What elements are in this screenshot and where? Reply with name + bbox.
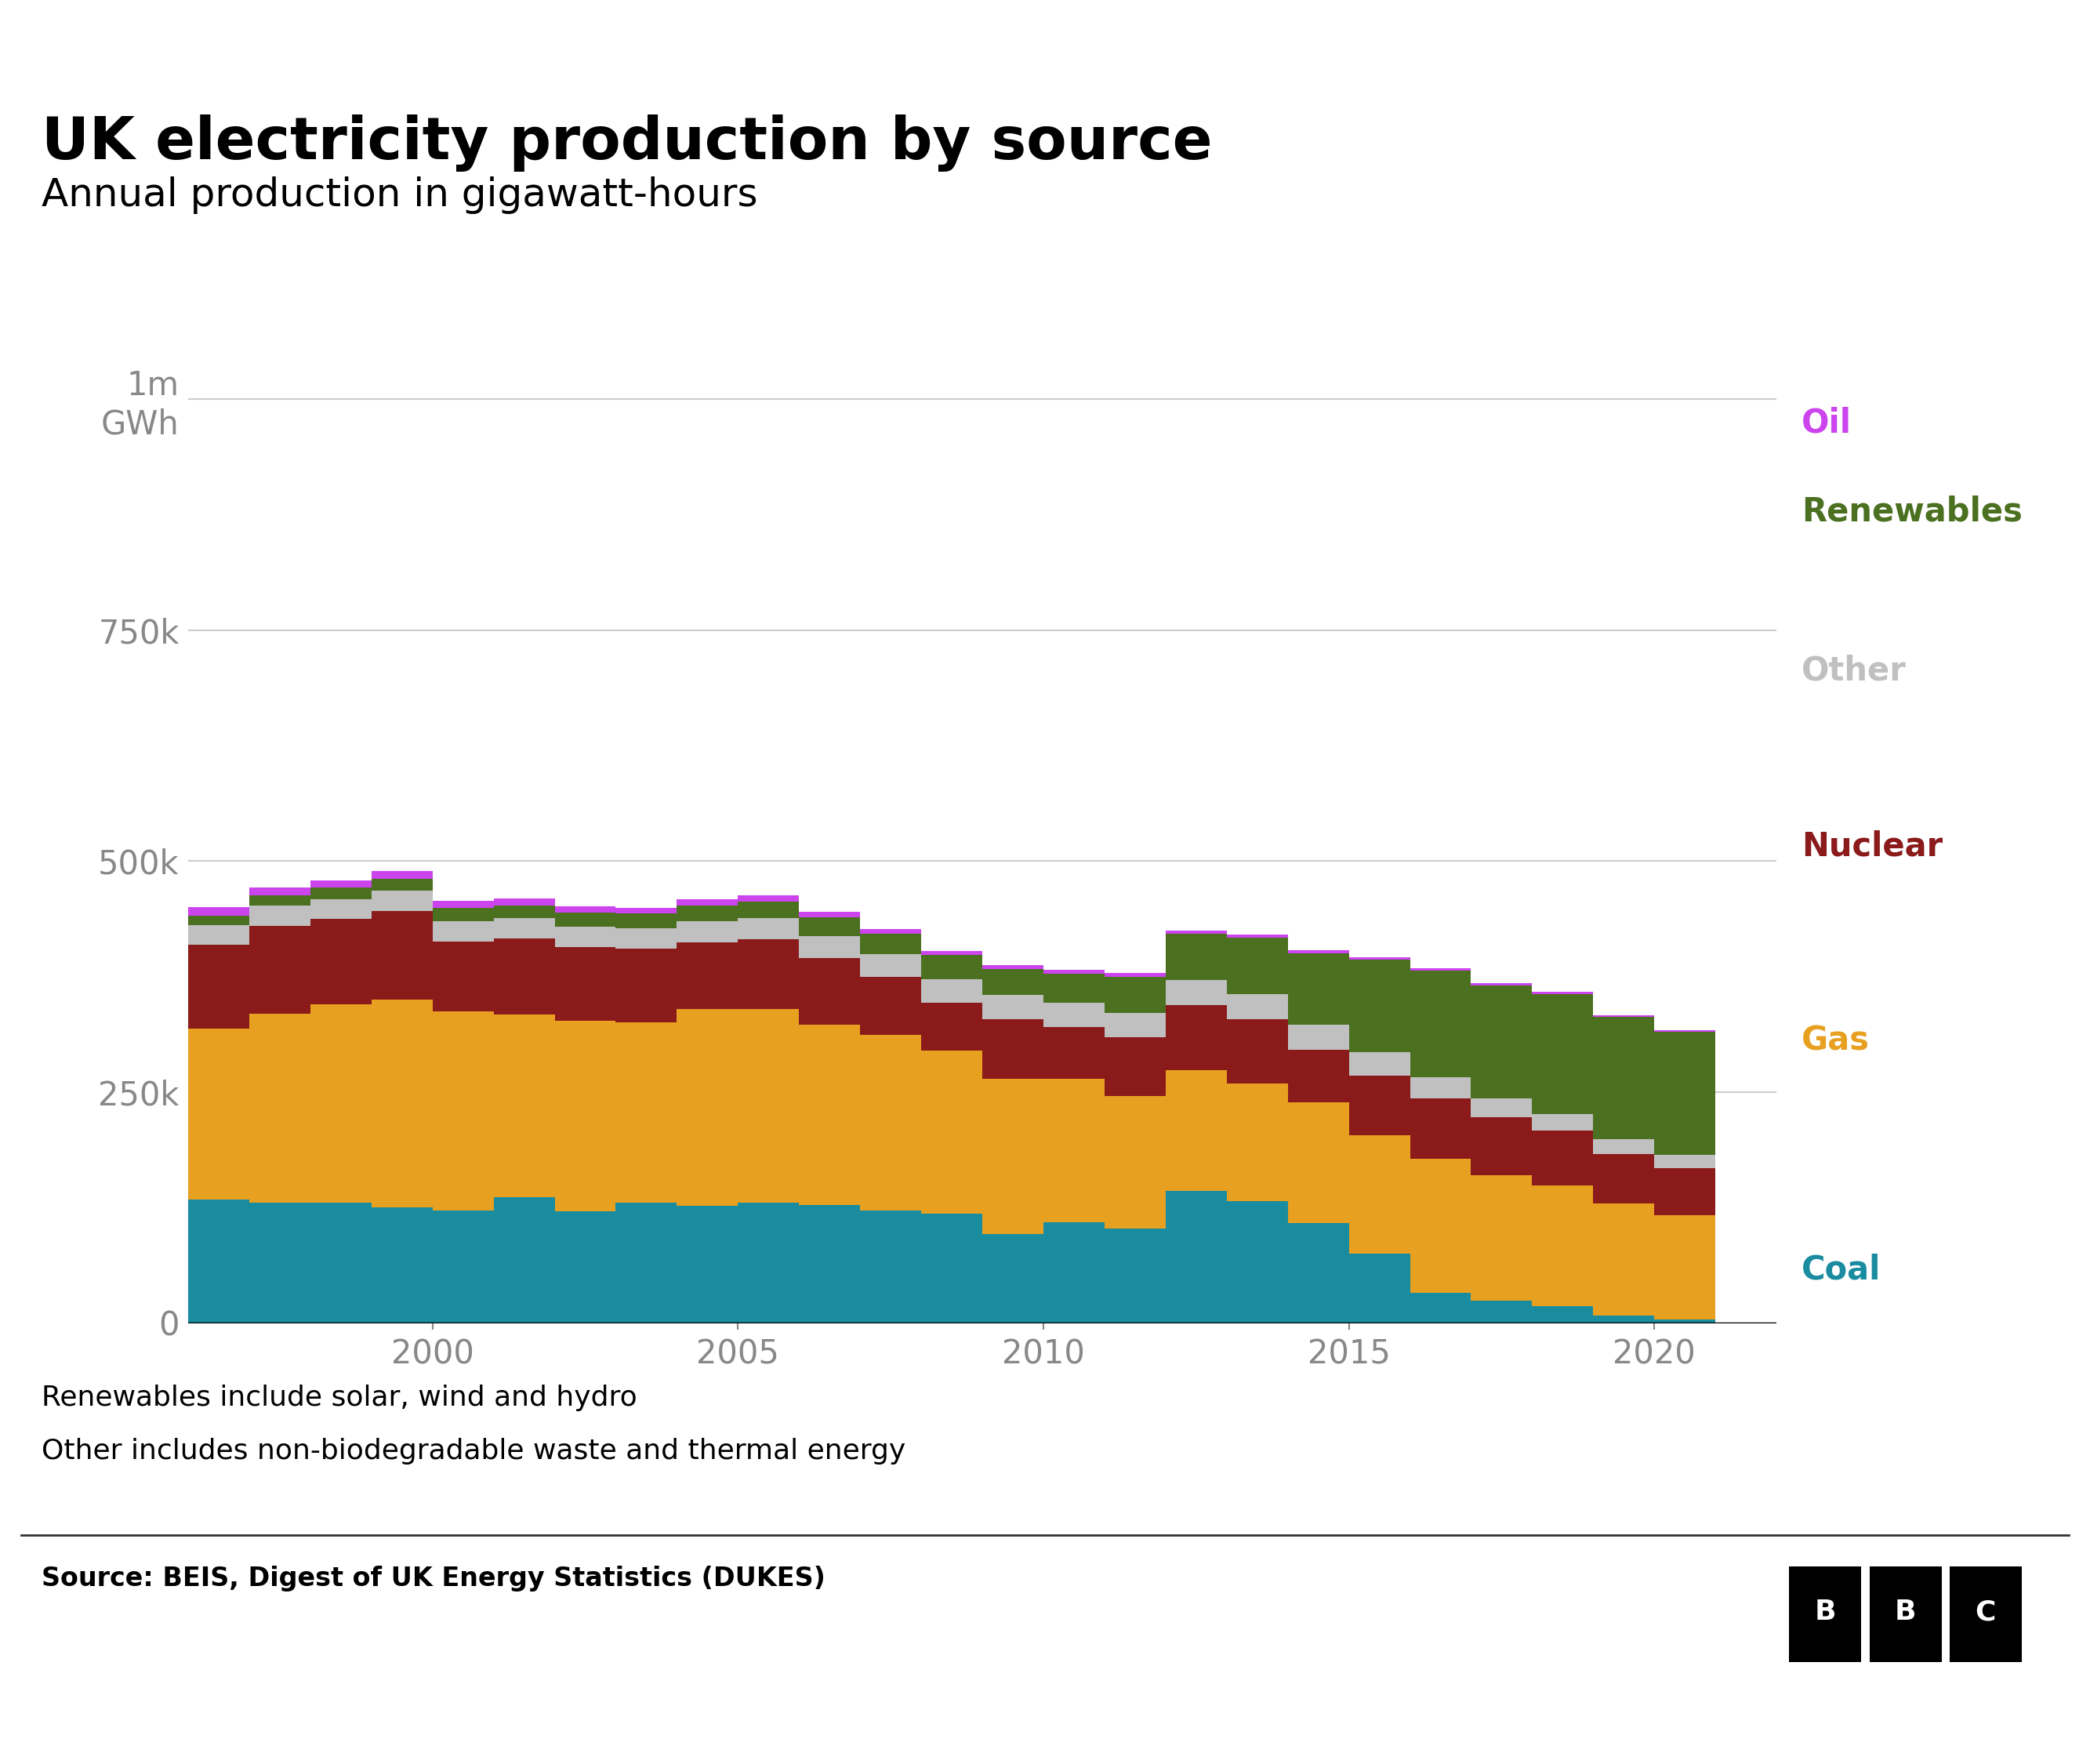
- Text: Gas: Gas: [1802, 1025, 1871, 1057]
- Text: B: B: [1814, 1598, 1837, 1625]
- Text: Oil: Oil: [1802, 407, 1852, 439]
- Text: Annual production in gigawatt-hours: Annual production in gigawatt-hours: [42, 176, 759, 213]
- Text: Renewables include solar, wind and hydro: Renewables include solar, wind and hydro: [42, 1385, 637, 1411]
- Text: Other includes non-biodegradable waste and thermal energy: Other includes non-biodegradable waste a…: [42, 1438, 905, 1464]
- Text: UK electricity production by source: UK electricity production by source: [42, 115, 1212, 171]
- FancyBboxPatch shape: [1950, 1566, 2021, 1662]
- Text: Coal: Coal: [1802, 1254, 1881, 1286]
- FancyBboxPatch shape: [1789, 1566, 1862, 1662]
- Text: C: C: [1975, 1598, 1996, 1625]
- Text: B: B: [1896, 1598, 1917, 1625]
- Text: Source: BEIS, Digest of UK Energy Statistics (DUKES): Source: BEIS, Digest of UK Energy Statis…: [42, 1566, 826, 1591]
- Text: Renewables: Renewables: [1802, 496, 2023, 527]
- Text: Other: Other: [1802, 654, 1906, 686]
- Text: Nuclear: Nuclear: [1802, 831, 1944, 863]
- FancyBboxPatch shape: [1868, 1566, 1942, 1662]
